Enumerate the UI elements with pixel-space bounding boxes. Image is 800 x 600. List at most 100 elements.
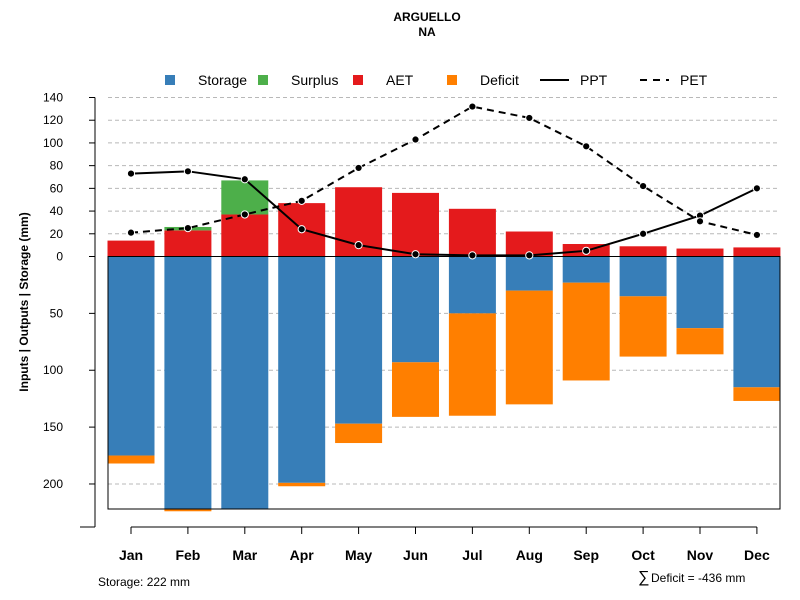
point-ppt-apr: [297, 225, 306, 234]
bar-deficit-feb: [164, 509, 212, 512]
point-pet-may: [354, 163, 363, 173]
point-ppt-dec: [752, 184, 762, 193]
x-tick-label-oct: Oct: [631, 547, 655, 563]
bar-deficit-aug: [505, 290, 553, 405]
point-ppt-jun: [411, 250, 420, 259]
bar-surplus-mar: [221, 180, 269, 215]
point-pet-jul: [468, 102, 477, 111]
x-tick-label-apr: Apr: [290, 547, 315, 563]
y-tick-label: 0: [56, 250, 63, 264]
legend: Storage Surplus AET Deficit PPT PET: [165, 72, 708, 88]
point-ppt-aug: [525, 251, 534, 260]
point-ppt-oct: [639, 229, 648, 238]
deficit-sum-symbol: ∑: [638, 569, 649, 586]
bar-storage-apr: [278, 256, 326, 483]
point-pet-jun: [411, 135, 420, 144]
bar-storage-nov: [676, 256, 724, 329]
point-ppt-may: [354, 241, 363, 250]
bar-deficit-dec: [733, 387, 781, 401]
legend-swatch-aet: [353, 75, 363, 85]
bar-deficit-sep: [562, 282, 610, 381]
y-tick-label: 20: [50, 227, 64, 241]
line-pet: [130, 105, 758, 236]
legend-swatch-storage: [165, 75, 175, 85]
bar-storage-mar: [221, 256, 269, 509]
legend-label-ppt: PPT: [580, 72, 608, 88]
legend-swatch-surplus: [258, 75, 268, 85]
bar-aet-nov: [676, 248, 724, 257]
y-axis-label: Inputs | Outputs | Storage (mm): [17, 212, 31, 391]
x-tick-label-feb: Feb: [175, 547, 200, 563]
y-tick-label: 50: [50, 306, 64, 320]
bar-deficit-jun: [392, 362, 439, 417]
y-tick-label: 80: [50, 159, 64, 173]
bar-aet-jul: [448, 208, 496, 257]
legend-label-aet: AET: [386, 72, 414, 88]
bar-deficit-oct: [619, 296, 667, 357]
bar-storage-sep: [562, 256, 610, 283]
point-pet-mar: [240, 210, 249, 219]
bar-deficit-may: [335, 423, 383, 444]
bar-aet-dec: [733, 247, 781, 257]
point-pet-nov: [695, 217, 705, 226]
bar-storage-may: [335, 256, 383, 424]
x-tick-label-jun: Jun: [403, 547, 428, 563]
bar-aet-mar: [221, 214, 269, 257]
y-tick-label: 120: [43, 113, 63, 127]
x-tick-label-mar: Mar: [232, 547, 257, 563]
legend-swatch-deficit: [447, 75, 457, 85]
legend-label-deficit: Deficit: [480, 72, 519, 88]
y-tick-label: 150: [43, 420, 63, 434]
bar-storage-aug: [505, 256, 553, 291]
chart-title: ARGUELLO: [393, 10, 460, 24]
lower-frame: [107, 256, 781, 510]
y-tick-label: 60: [50, 181, 64, 195]
point-pet-aug: [525, 113, 534, 123]
x-tick-label-sep: Sep: [573, 547, 599, 563]
point-ppt-sep: [582, 246, 591, 255]
x-tick-label-jul: Jul: [462, 547, 482, 563]
bar-storage-feb: [164, 256, 212, 509]
bar-storage-jun: [392, 256, 439, 363]
point-ppt-jan: [126, 169, 136, 178]
bar-deficit-apr: [278, 482, 326, 487]
bar-storage-jan: [107, 256, 155, 456]
point-pet-sep: [582, 142, 591, 151]
x-tick-label-aug: Aug: [516, 547, 543, 563]
bar-deficit-jul: [448, 313, 496, 416]
point-pet-feb: [183, 224, 192, 233]
legend-label-pet: PET: [680, 72, 708, 88]
point-pet-apr: [297, 196, 306, 205]
point-pet-dec: [752, 230, 762, 240]
bar-aet-oct: [619, 246, 667, 257]
y-tick-label: 100: [43, 136, 63, 150]
bar-storage-jul: [448, 256, 496, 314]
point-ppt-jul: [468, 251, 477, 260]
x-tick-label-jan: Jan: [119, 547, 143, 563]
bar-deficit-nov: [676, 328, 724, 355]
point-ppt-feb: [183, 167, 192, 176]
legend-label-storage: Storage: [198, 72, 247, 88]
point-pet-oct: [639, 181, 648, 191]
bar-deficit-jan: [107, 455, 155, 464]
y-tick-label: 140: [43, 91, 63, 105]
y-tick-label: 40: [50, 204, 64, 218]
point-ppt-mar: [240, 175, 249, 184]
point-pet-jan: [126, 228, 136, 237]
bar-aet-feb: [164, 230, 212, 257]
y-tick-label: 100: [43, 363, 63, 377]
storage-footnote: Storage: 222 mm: [98, 575, 190, 589]
x-tick-label-may: May: [345, 547, 372, 563]
plot-area: 0 20 40 60 80 100 120 140 50 100 150 200 Jan Feb Mar Ap…: [43, 91, 781, 563]
chart-subtitle: NA: [418, 25, 436, 39]
x-tick-label-dec: Dec: [744, 547, 770, 563]
y-tick-label: 200: [43, 477, 63, 491]
bar-storage-dec: [733, 256, 781, 388]
deficit-footnote: Deficit = -436 mm: [651, 571, 745, 585]
line-ppt: [130, 170, 758, 257]
bar-storage-oct: [619, 256, 667, 297]
legend-label-surplus: Surplus: [291, 72, 338, 88]
x-tick-label-nov: Nov: [687, 547, 714, 563]
bar-aet-jun: [392, 192, 439, 257]
